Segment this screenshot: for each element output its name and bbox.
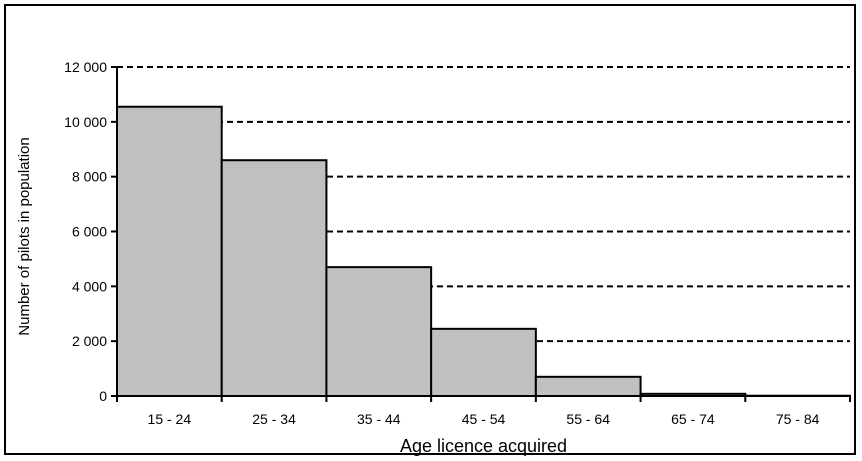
y-tick-label: 12 000 (64, 59, 107, 75)
y-axis-ticks: 0 2 000 4 000 6 000 8 000 10 000 12 000 (64, 59, 117, 404)
y-tick-label: 2 000 (72, 333, 107, 349)
y-tick-label: 0 (99, 388, 107, 404)
y-tick-label: 10 000 (64, 114, 107, 130)
x-axis-title: Age licence acquired (400, 436, 567, 456)
bar (116, 105, 223, 397)
x-tick-label: 15 - 24 (148, 411, 192, 427)
bar (534, 375, 642, 397)
y-axis-title: Number of pilots in population (16, 137, 33, 335)
y-tick-label: 8 000 (72, 169, 107, 185)
x-tick-label: 65 - 74 (671, 411, 715, 427)
x-tick-label: 45 - 54 (462, 411, 506, 427)
x-axis-ticks: 15 - 24 25 - 34 35 - 44 45 - 54 55 - 64 65 - … (116, 396, 851, 427)
bar (325, 266, 433, 397)
bar (220, 159, 328, 397)
y-tick-label: 6 000 (72, 224, 107, 240)
x-tick-label: 75 - 84 (776, 411, 820, 427)
x-tick-label: 25 - 34 (252, 411, 296, 427)
bars (116, 105, 851, 398)
y-tick-label: 4 000 (72, 278, 107, 294)
x-tick-label: 35 - 44 (357, 411, 401, 427)
x-tick-label: 55 - 64 (566, 411, 610, 427)
bar (430, 327, 537, 397)
